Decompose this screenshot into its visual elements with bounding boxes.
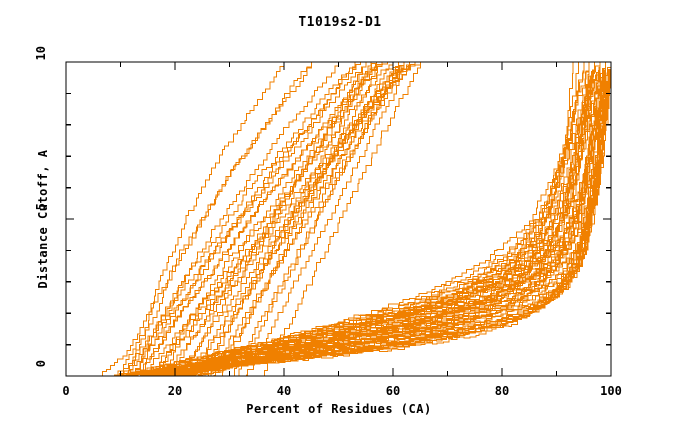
axis-frame-layer <box>65 61 612 377</box>
data-series-line <box>126 62 339 375</box>
data-series-line <box>170 62 596 376</box>
data-series-line <box>158 62 606 376</box>
data-series-line <box>152 62 383 376</box>
data-series-line <box>190 62 405 376</box>
data-series-line <box>179 62 606 376</box>
data-series-line <box>174 62 611 376</box>
data-series-line <box>263 62 421 376</box>
data-series-layer <box>100 62 611 376</box>
data-series-line <box>170 62 383 376</box>
x-tick-label: 100 <box>600 384 622 398</box>
data-series-line <box>191 62 611 376</box>
data-series-line <box>186 62 399 376</box>
data-series-line <box>137 62 372 376</box>
y-tick-label: 5 <box>34 203 48 211</box>
y-tick-label: 0 <box>34 360 48 368</box>
data-series-line <box>119 62 611 376</box>
y-tick-label: 10 <box>34 46 48 61</box>
data-series-line <box>179 62 367 376</box>
data-series-line <box>141 62 405 376</box>
data-series-line <box>152 62 596 376</box>
data-series-line <box>119 62 312 376</box>
x-tick-label: 60 <box>385 384 401 398</box>
data-series-line <box>141 62 606 376</box>
data-series-line <box>100 62 312 376</box>
data-series-line <box>196 62 394 376</box>
data-series-line <box>160 62 590 376</box>
data-series-line <box>131 62 367 376</box>
data-series-line <box>125 62 356 376</box>
data-series-line <box>246 62 410 376</box>
x-tick-label: 0 <box>62 384 70 398</box>
x-tick-label: 80 <box>494 384 510 398</box>
x-axis-label: Percent of Residues (CA) <box>246 402 432 416</box>
data-series-line <box>229 62 405 376</box>
data-series-line <box>120 62 601 376</box>
chart-title: T1019s2-D1 <box>298 15 382 30</box>
data-series-line <box>206 62 410 376</box>
x-tick-label: 40 <box>276 384 292 398</box>
data-series-line <box>132 62 590 376</box>
data-series-line <box>143 62 601 376</box>
data-series-line <box>163 62 606 376</box>
data-series-line <box>202 62 378 376</box>
data-series-line <box>147 62 596 376</box>
x-tick-label: 20 <box>167 384 183 398</box>
data-series-line <box>148 62 596 376</box>
